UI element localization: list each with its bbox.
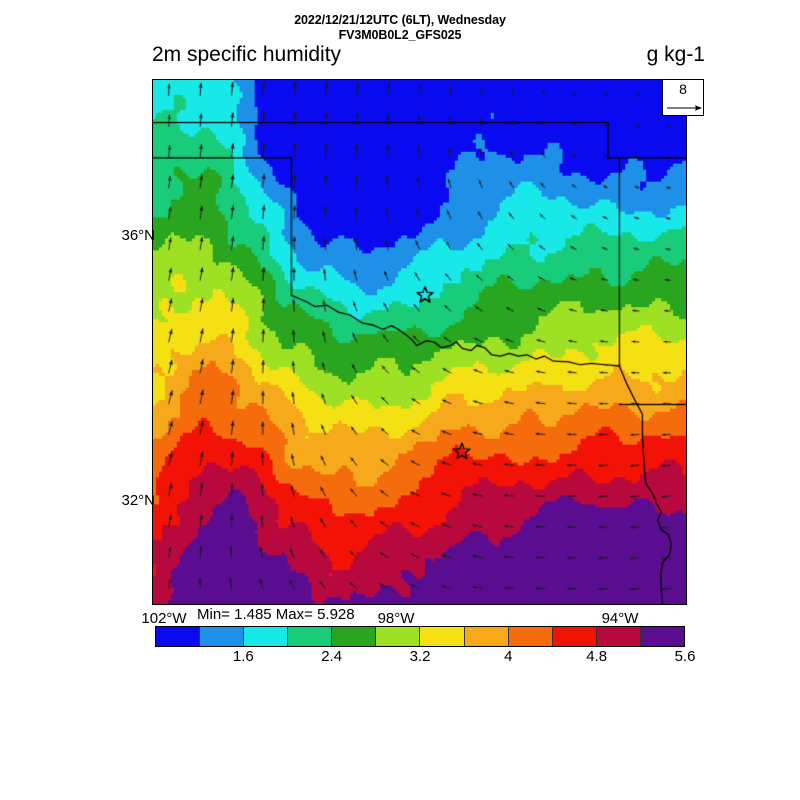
colorbar-segment-7	[464, 627, 509, 646]
colorbar-segment-11	[640, 627, 684, 646]
colorbar	[155, 626, 685, 647]
minmax-annotation: Min= 1.485 Max= 5.928	[197, 606, 355, 623]
colorbar-tick-3: 4	[504, 648, 513, 665]
wind-vector-arrow-icon	[667, 105, 702, 111]
page-title: 2m specific humidity	[152, 43, 342, 66]
humidity-contour-canvas	[153, 80, 686, 604]
title-datetime: 2022/12/21/12UTC (6LT), Wednesday	[294, 13, 506, 27]
axis-label-lat-32n: 32°N	[121, 492, 155, 509]
colorbar-segment-5	[376, 627, 421, 646]
title-model: FV3M0B0L2_GFS025	[338, 28, 462, 42]
colorbar-tick-0: 1.6	[232, 648, 254, 665]
axis-label-lon-98w: 98°W	[377, 610, 415, 627]
map-plot-area	[152, 79, 687, 605]
colorbar-tick-5: 5.6	[674, 648, 696, 665]
colorbar-segment-6	[420, 627, 465, 646]
colorbar-tick-2: 3.2	[409, 648, 431, 665]
colorbar-segment-4	[332, 627, 377, 646]
colorbar-segment-2	[244, 627, 289, 646]
colorbar-segment-8	[508, 627, 553, 646]
colorbar-segment-0	[156, 627, 201, 646]
colorbar-segment-10	[596, 627, 641, 646]
axis-label-lat-36n: 36°N	[121, 227, 155, 244]
units-label: g kg-1	[646, 43, 705, 66]
colorbar-tick-4: 4.8	[586, 648, 608, 665]
colorbar-segment-3	[288, 627, 333, 646]
wind-vector-legend: 8	[662, 79, 704, 116]
axis-label-lon-94w: 94°W	[601, 610, 639, 627]
colorbar-segment-1	[200, 627, 245, 646]
axis-label-lon-102w: 102°W	[141, 610, 187, 627]
colorbar-tick-labels: 1.6 2.4 3.2 4 4.8 5.6	[155, 648, 696, 668]
wind-vector-legend-value: 8	[679, 81, 687, 97]
colorbar-tick-1: 2.4	[321, 648, 343, 665]
colorbar-segment-9	[552, 627, 597, 646]
